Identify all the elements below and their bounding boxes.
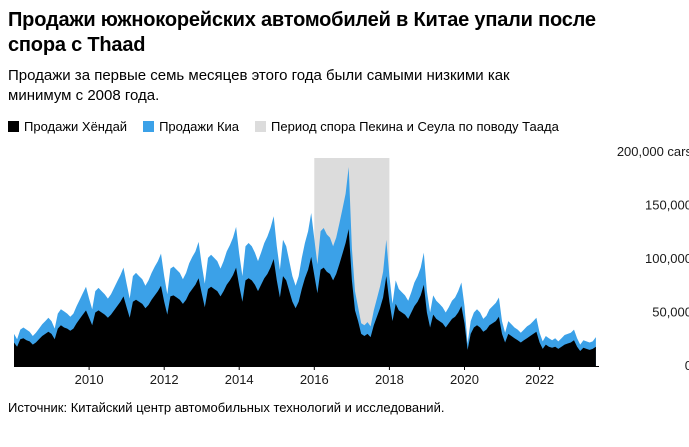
chart-subtitle: Продажи за первые семь месяцев этого год… (8, 67, 510, 105)
y-axis-label: 0 (685, 358, 689, 373)
x-axis-label: 2016 (300, 372, 329, 387)
hyundai-area (14, 228, 596, 366)
y-axis-label: 100,000 (645, 251, 689, 266)
x-axis-label: 2010 (75, 372, 104, 387)
x-axis-label: 2020 (450, 372, 479, 387)
legend-label-kia: Продажи Киа (159, 118, 240, 134)
x-axis-label: 2022 (525, 372, 554, 387)
source-note: Источник: Китайский центр автомобильных … (8, 399, 445, 415)
stacked-area-chart: 2010 2012 2014 2016 2018 2020 2022 0 50,000 100,0… (14, 144, 689, 387)
kia-swatch-icon (143, 120, 155, 132)
legend-label-dispute-period: Период спора Пекина и Сеула по поводу Та… (271, 118, 559, 134)
legend-label-hyundai: Продажи Хёндай (24, 118, 128, 134)
legend: Продажи Хёндай Продажи Киа Период спора … (8, 119, 681, 134)
hyundai-swatch-icon (8, 120, 19, 132)
legend-item-kia: Продажи Киа (143, 119, 239, 134)
x-axis-label: 2012 (150, 372, 179, 387)
dispute-period-swatch-icon (255, 120, 267, 132)
y-axis-label: 150,000 (645, 197, 689, 212)
x-axis-label: 2014 (225, 372, 254, 387)
y-axis-label: 200,000 cars (617, 144, 689, 159)
legend-item-hyundai: Продажи Хёндай (8, 119, 127, 134)
chart-card: Продажи южнокорейских автомобилей в Кита… (8, 9, 689, 415)
x-axis-label: 2018 (375, 372, 404, 387)
chart-title: Продажи южнокорейских автомобилей в Кита… (8, 9, 596, 56)
legend-item-dispute-period: Период спора Пекина и Сеула по поводу Та… (255, 119, 559, 134)
y-axis-label: 50,000 (652, 304, 689, 319)
